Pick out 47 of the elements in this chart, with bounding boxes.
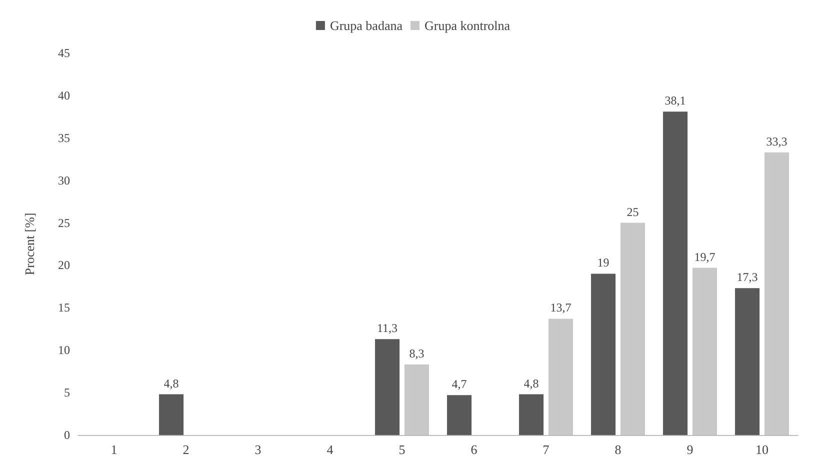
data-label: 13,7 xyxy=(550,300,572,315)
data-label: 17,3 xyxy=(736,270,758,284)
y-tick-label: 5 xyxy=(64,386,70,400)
bar xyxy=(375,339,400,435)
x-tick-label: 9 xyxy=(686,442,694,457)
bar xyxy=(447,395,472,435)
bar xyxy=(591,274,616,435)
x-tick-label: 4 xyxy=(326,442,334,457)
y-tick-label: 45 xyxy=(58,46,70,60)
bar xyxy=(663,112,688,435)
bar xyxy=(519,394,544,435)
data-label: 4,8 xyxy=(164,376,179,390)
legend-label: Grupa badana xyxy=(330,18,403,33)
y-tick-label: 30 xyxy=(58,173,70,188)
x-tick-label: 5 xyxy=(398,442,406,457)
x-tick-label: 6 xyxy=(470,442,478,457)
x-tick-label: 8 xyxy=(614,442,622,457)
data-label: 38,1 xyxy=(664,94,686,108)
y-tick-label: 40 xyxy=(58,88,70,102)
bar xyxy=(764,152,789,435)
y-tick-label: 10 xyxy=(58,343,70,358)
y-axis-title: Procent [%] xyxy=(22,212,37,276)
bar xyxy=(159,394,184,435)
bar xyxy=(404,364,429,435)
x-tick-label: 7 xyxy=(542,442,550,457)
bar xyxy=(692,268,717,435)
y-tick-label: 20 xyxy=(58,258,70,272)
x-tick-label: 1 xyxy=(110,442,118,457)
data-label: 25 xyxy=(626,204,639,219)
bar xyxy=(620,222,645,435)
x-tick-label: 10 xyxy=(756,442,768,457)
bar xyxy=(735,288,760,435)
data-label: 4,7 xyxy=(452,377,467,392)
y-tick-label: 35 xyxy=(58,130,70,145)
data-label: 19,7 xyxy=(694,250,716,264)
x-tick-label: 2 xyxy=(182,442,190,457)
y-tick-label: 0 xyxy=(64,428,70,442)
x-tick-label: 3 xyxy=(254,442,262,457)
legend-label: Grupa kontrolna xyxy=(424,18,510,33)
data-label: 8,3 xyxy=(409,346,424,361)
y-tick-label: 15 xyxy=(58,300,70,315)
bar xyxy=(548,318,573,435)
data-label: 11,3 xyxy=(376,321,398,336)
data-label: 19 xyxy=(597,256,610,270)
data-label: 33,3 xyxy=(766,134,788,148)
data-label: 4,8 xyxy=(524,376,539,390)
y-tick-label: 25 xyxy=(58,216,70,230)
